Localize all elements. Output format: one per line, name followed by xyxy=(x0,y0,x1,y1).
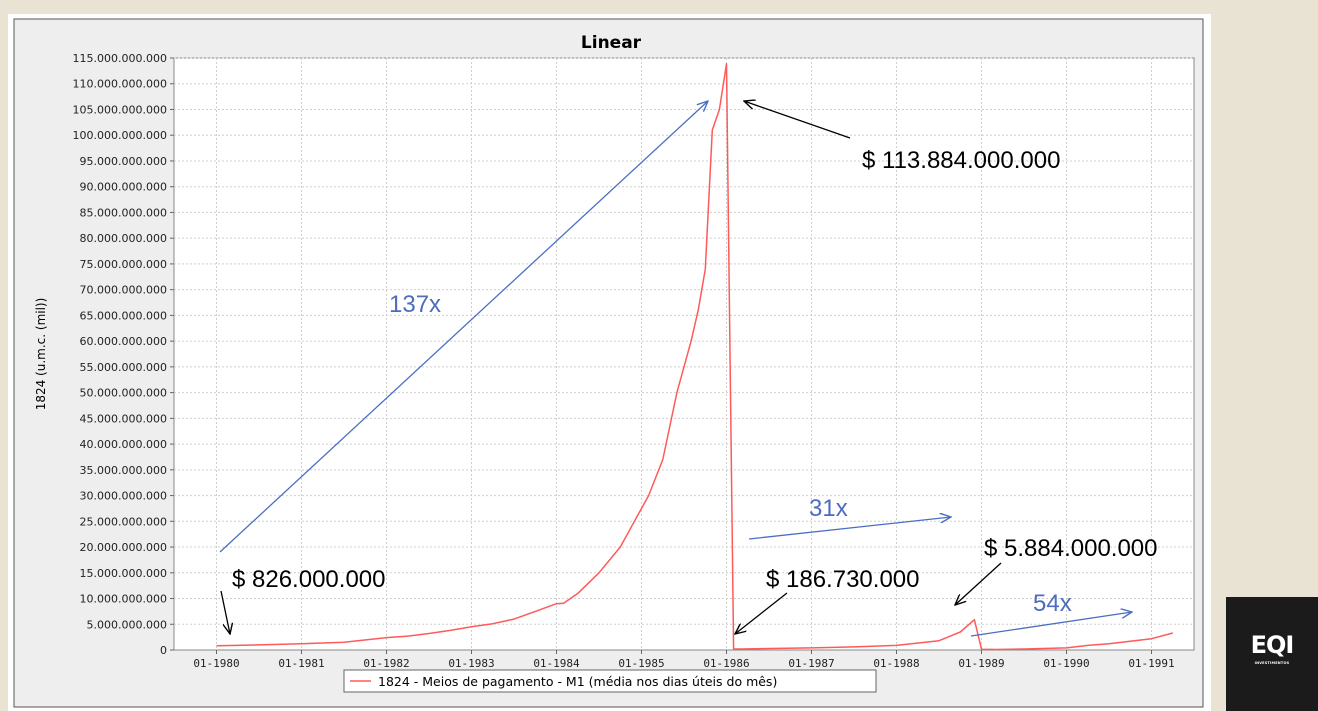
pointer-arrow-start xyxy=(220,590,230,634)
y-tick-label: 100.000.000.000 xyxy=(73,129,167,142)
legend: 1824 - Meios de pagamento - M1 (média no… xyxy=(343,669,877,693)
y-axis-ticks: 0 5.000.000.000 10.000.000.000 15.000.000.0… xyxy=(73,52,174,657)
y-tick-label: 90.000.000.000 xyxy=(80,181,167,194)
y-tick-label: 70.000.000.000 xyxy=(80,284,167,297)
multiplier-54x: 54x xyxy=(1033,590,1072,617)
multiplier-137x: 137x xyxy=(389,291,441,318)
y-tick-label: 110.000.000.000 xyxy=(73,78,167,91)
chart-card: Linear 0 5.000.000.000 10.000.000.000 15.00… xyxy=(8,14,1211,711)
annotation-start-value: $ 826.000.000 xyxy=(232,566,385,593)
y-tick-label: 60.000.000.000 xyxy=(80,335,167,348)
eqi-logo: EQI INVESTIMENTOS xyxy=(1226,597,1318,711)
series-line xyxy=(216,62,1173,651)
grid-lines xyxy=(174,57,1194,650)
y-tick-label: 15.000.000.000 xyxy=(80,567,167,580)
x-tick-label: 01-1988 xyxy=(873,657,919,670)
series-layer xyxy=(216,62,1173,651)
x-tick-label: 01-1986 xyxy=(703,657,749,670)
annotation-1986-value: $ 186.730.000 xyxy=(766,566,919,593)
y-tick-label: 50.000.000.000 xyxy=(80,387,167,400)
line-chart: Linear 0 5.000.000.000 10.000.000.000 15.00… xyxy=(13,18,1204,708)
y-tick-label: 80.000.000.000 xyxy=(80,232,167,245)
y-tick-label: 95.000.000.000 xyxy=(80,155,167,168)
x-tick-label: 01-1982 xyxy=(363,657,409,670)
y-tick-label: 0 xyxy=(160,644,167,657)
y-tick-label: 40.000.000.000 xyxy=(80,438,167,451)
y-tick-label: 115.000.000.000 xyxy=(73,52,167,65)
x-tick-label: 01-1985 xyxy=(618,657,664,670)
growth-arrow-54x xyxy=(970,612,1132,637)
logo-subtitle: INVESTIMENTOS xyxy=(1254,661,1290,665)
growth-arrow-31x xyxy=(748,517,951,540)
y-tick-label: 20.000.000.000 xyxy=(80,541,167,554)
multiplier-31x: 31x xyxy=(809,495,848,522)
x-tick-label: 01-1987 xyxy=(788,657,834,670)
legend-box xyxy=(343,669,877,693)
y-tick-label: 105.000.000.000 xyxy=(73,103,167,116)
legend-label: 1824 - Meios de pagamento - M1 (média no… xyxy=(378,674,777,689)
x-tick-label: 01-1991 xyxy=(1128,657,1174,670)
x-tick-label: 01-1984 xyxy=(533,657,580,670)
x-tick-label: 01-1989 xyxy=(958,657,1004,670)
annotation-1989-value: $ 5.884.000.000 xyxy=(984,535,1158,562)
x-tick-label: 01-1981 xyxy=(278,657,324,670)
y-axis-label: 1824 (u.m.c. (mil)) xyxy=(34,298,48,411)
plot-area xyxy=(173,57,1195,651)
y-tick-label: 45.000.000.000 xyxy=(80,412,167,425)
pointer-arrow-peak xyxy=(744,101,851,139)
annotation-peak-value: $ 113.884.000.000 xyxy=(862,147,1060,174)
pointer-arrow-1986 xyxy=(735,592,788,634)
chart-title: Linear xyxy=(581,33,642,53)
x-tick-label: 01-1980 xyxy=(193,657,239,670)
y-tick-label: 65.000.000.000 xyxy=(80,309,167,322)
y-tick-label: 85.000.000.000 xyxy=(80,206,167,219)
pointer-arrow-1989 xyxy=(955,562,1002,605)
x-axis-ticks: 01-1980 01-1981 01-1982 01-1983 01-1984 01-19… xyxy=(193,650,1175,670)
y-tick-label: 55.000.000.000 xyxy=(80,361,167,374)
y-tick-label: 25.000.000.000 xyxy=(80,515,167,528)
growth-arrow-137x xyxy=(219,101,708,553)
y-tick-label: 5.000.000.000 xyxy=(87,618,167,631)
y-tick-label: 75.000.000.000 xyxy=(80,258,167,271)
logo-mark: EQI xyxy=(1250,631,1295,659)
y-tick-label: 10.000.000.000 xyxy=(80,593,167,606)
y-tick-label: 30.000.000.000 xyxy=(80,490,167,503)
x-tick-label: 01-1983 xyxy=(448,657,494,670)
x-tick-label: 01-1990 xyxy=(1043,657,1089,670)
y-tick-label: 35.000.000.000 xyxy=(80,464,167,477)
